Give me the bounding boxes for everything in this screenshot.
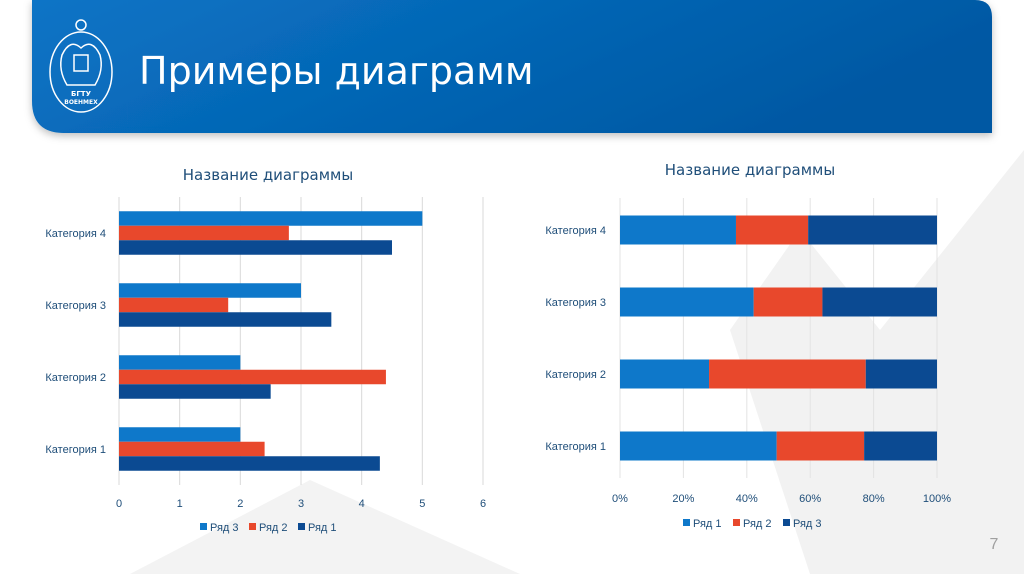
bar-ряд-2 (119, 225, 289, 241)
bar-ряд-2 (119, 297, 229, 313)
bar-ряд-1 (119, 384, 271, 399)
bar-ряд-1 (119, 456, 380, 471)
x-tick-label: 0 (116, 498, 122, 510)
bar-ряд-2 (735, 215, 809, 245)
bar-ряд-2 (119, 441, 265, 457)
legend-swatch (733, 519, 740, 526)
category-label: Категория 2 (45, 372, 106, 384)
legend-label: Ряд 2 (743, 518, 772, 530)
bar-ряд-3 (119, 283, 301, 298)
bar-ряд-3 (808, 215, 937, 245)
category-label: Категория 4 (545, 225, 606, 237)
x-tick-label: 60% (799, 493, 821, 505)
x-tick-label: 3 (298, 498, 304, 510)
svg-text:ВОЕНМЕХ: ВОЕНМЕХ (64, 99, 98, 106)
x-tick-label: 1 (177, 498, 183, 510)
category-label: Категория 2 (545, 369, 606, 381)
category-label: Категория 1 (45, 444, 106, 456)
bar-ряд-3 (864, 431, 937, 461)
page-number: 7 (990, 536, 999, 553)
category-label: Категория 3 (45, 300, 106, 312)
bar-ряд-1 (119, 312, 332, 327)
bar-ряд-3 (822, 287, 937, 317)
bar-ряд-1 (119, 240, 392, 255)
stacked-percent-bar-chart: Название диаграммы 0% 20% 40% 60% 80% 100% Кат… (545, 161, 951, 530)
bar-ряд-1 (620, 215, 736, 245)
legend-label: Ряд 3 (210, 522, 239, 534)
clustered-bar-chart: Название диаграммы 0 1 2 3 4 5 6 Категория 1 Кат… (45, 166, 486, 534)
bar-ряд-2 (119, 369, 386, 385)
legend-swatch (249, 523, 256, 530)
chart-title: Название диаграммы (183, 166, 353, 184)
header-banner (32, 0, 992, 133)
bar-ряд-2 (776, 431, 865, 461)
x-tick-label: 0% (612, 493, 628, 505)
category-label: Категория 4 (45, 228, 106, 240)
svg-text:БГТУ: БГТУ (71, 90, 92, 98)
x-tick-label: 6 (480, 498, 486, 510)
background-decor (130, 480, 520, 574)
x-tick-label: 100% (923, 493, 951, 505)
bar-ряд-3 (119, 211, 423, 226)
legend-label: Ряд 1 (693, 518, 722, 530)
x-tick-label: 20% (672, 493, 694, 505)
x-tick-label: 40% (736, 493, 758, 505)
bar-ряд-3 (119, 355, 241, 370)
legend-label: Ряд 2 (259, 522, 288, 534)
chart-title: Название диаграммы (665, 161, 835, 179)
university-logo: БГТУ ВОЕНМЕХ (49, 19, 113, 113)
bar-ряд-1 (620, 287, 754, 317)
legend-swatch (783, 519, 790, 526)
legend-swatch (683, 519, 690, 526)
x-tick-label: 5 (419, 498, 425, 510)
legend-swatch (298, 523, 305, 530)
bar-ряд-3 (119, 427, 241, 442)
x-tick-label: 80% (863, 493, 885, 505)
legend-swatch (200, 523, 207, 530)
legend-label: Ряд 3 (793, 518, 822, 530)
category-label: Категория 1 (545, 441, 606, 453)
x-tick-label: 4 (359, 498, 365, 510)
category-label: Категория 3 (545, 297, 606, 309)
slide-title: Примеры диаграмм (139, 49, 534, 93)
bar-ряд-2 (753, 287, 823, 317)
bar-ряд-1 (620, 431, 777, 461)
bar-ряд-1 (620, 359, 710, 389)
bar-ряд-2 (709, 359, 866, 389)
x-tick-label: 2 (237, 498, 243, 510)
legend-label: Ряд 1 (308, 522, 337, 534)
bar-ряд-3 (865, 359, 937, 389)
